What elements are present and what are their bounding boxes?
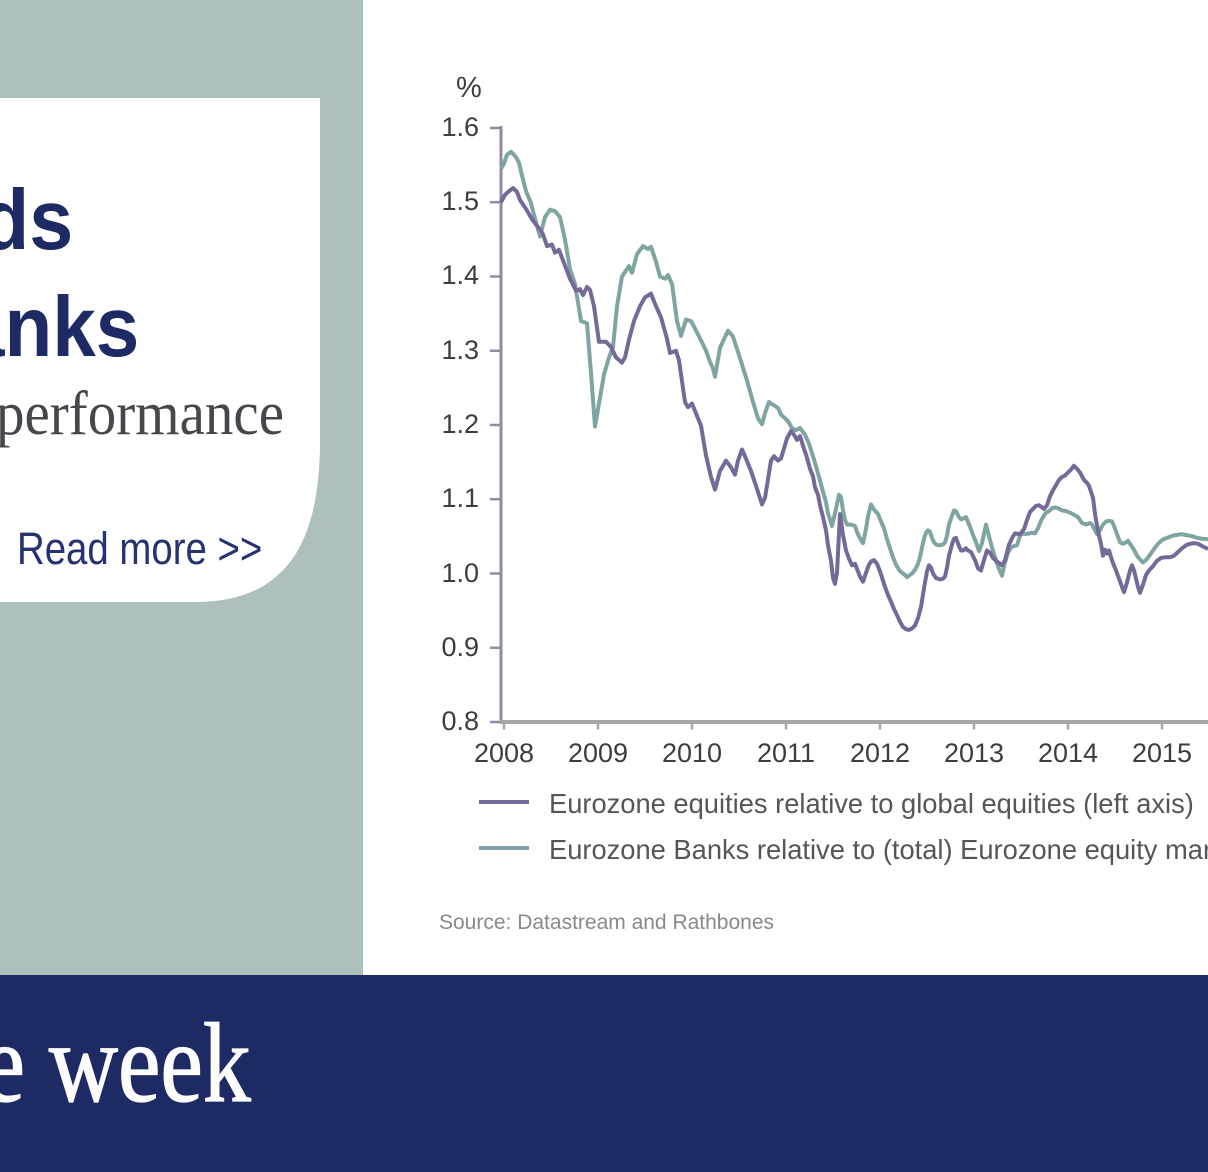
svg-text:2014: 2014 <box>1038 738 1098 768</box>
svg-text:performance: performance <box>0 377 284 447</box>
svg-text:Source: Datastream and Rathbon: Source: Datastream and Rathbones <box>439 911 774 934</box>
svg-text:%: % <box>456 72 482 104</box>
svg-text:0.8: 0.8 <box>441 706 479 736</box>
svg-text:2011: 2011 <box>757 738 815 768</box>
svg-text:0.9: 0.9 <box>441 632 479 662</box>
svg-text:2013: 2013 <box>944 738 1004 768</box>
svg-text:2010: 2010 <box>662 738 722 768</box>
svg-text:1.1: 1.1 <box>441 483 479 513</box>
svg-text:1.0: 1.0 <box>441 558 479 588</box>
svg-text:1.4: 1.4 <box>441 260 479 290</box>
svg-text:2009: 2009 <box>568 738 628 768</box>
svg-text:1.3: 1.3 <box>441 335 479 365</box>
svg-text:2008: 2008 <box>474 738 534 768</box>
svg-text:Eurozone Banks relative to (to: Eurozone Banks relative to (total) Euroz… <box>549 834 1208 865</box>
svg-text:Eurozone equities relative to: Eurozone equities relative to global equ… <box>549 788 1194 819</box>
svg-text:Read more >>: Read more >> <box>17 523 262 574</box>
svg-text:2015: 2015 <box>1132 738 1192 768</box>
svg-text:anks: anks <box>0 280 139 375</box>
svg-text:1.6: 1.6 <box>441 112 479 142</box>
svg-text:1.2: 1.2 <box>441 409 479 439</box>
svg-text:1.5: 1.5 <box>441 186 479 216</box>
svg-text:the week: the week <box>0 1001 251 1126</box>
svg-text:2012: 2012 <box>850 738 910 768</box>
svg-text:ds: ds <box>0 173 73 267</box>
